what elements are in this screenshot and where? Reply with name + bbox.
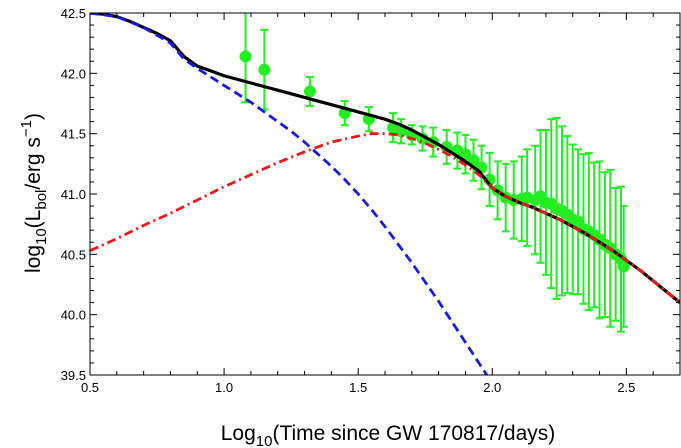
y-tick-label: 41.5 — [61, 127, 86, 142]
x-tick-label: 1.5 — [349, 380, 367, 395]
x-tick-label: 2.5 — [617, 380, 635, 395]
observations — [239, 13, 630, 333]
y-tick-label: 42.5 — [61, 6, 86, 21]
y-tick-label: 40.5 — [61, 247, 86, 262]
cooling-curve — [90, 13, 489, 375]
total-curve — [90, 13, 680, 304]
plot-frame — [89, 12, 681, 376]
heating-curve — [90, 132, 680, 304]
plot-area — [90, 13, 680, 375]
data-point — [258, 63, 271, 76]
x-axis-label: Log10(Time since GW 170817/days) — [221, 422, 556, 448]
data-point — [617, 260, 630, 273]
x-tick-label: 2.0 — [483, 380, 501, 395]
data-point — [239, 50, 252, 63]
y-tick-label: 39.5 — [61, 368, 86, 383]
x-tick-label: 1.0 — [215, 380, 233, 395]
data-point — [303, 85, 316, 98]
y-axis-label: log10(Lbol/erg s−1) — [18, 113, 50, 273]
y-tick-label: 42.0 — [61, 66, 86, 81]
y-tick-label: 41.0 — [61, 187, 86, 202]
x-tick-label: 0.5 — [81, 380, 99, 395]
axes-frame — [89, 12, 681, 376]
tick-labels: 0.5 1.0 1.5 2.0 2.5 39.5 40.0 40.5 41.0 41.5 42.0 4… — [61, 6, 636, 395]
y-tick-label: 40.0 — [61, 308, 86, 323]
